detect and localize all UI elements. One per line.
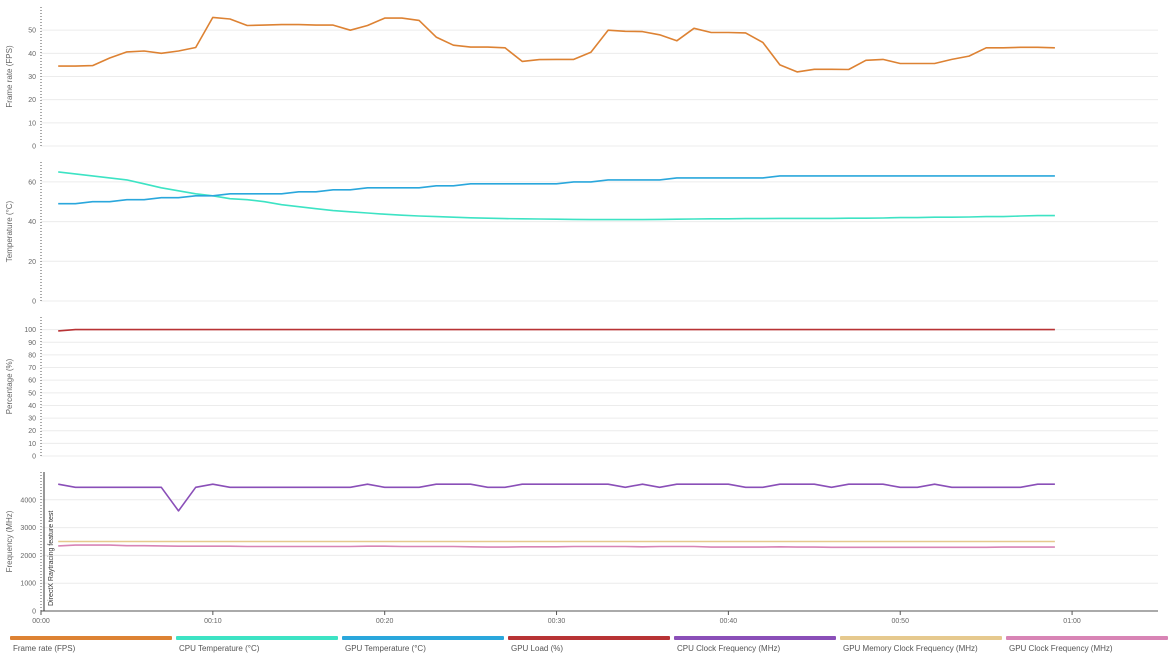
legend-item-gpu-load[interactable]: GPU Load (%)	[508, 636, 670, 662]
y-tick-label: 60	[28, 378, 36, 385]
y-tick-label: 10	[28, 120, 36, 127]
x-tick-label: 00:40	[720, 618, 738, 625]
y-axis-label: Temperature (°C)	[5, 200, 14, 262]
y-tick-label: 1000	[20, 581, 36, 588]
legend-label: Frame rate (FPS)	[13, 644, 76, 653]
legend-label: CPU Temperature (°C)	[179, 644, 260, 653]
y-tick-label: 100	[24, 327, 36, 334]
legend-label: GPU Memory Clock Frequency (MHz)	[843, 644, 978, 653]
y-tick-label: 0	[32, 144, 36, 151]
series-line	[58, 483, 1055, 512]
legend-swatch	[176, 636, 338, 640]
chart-legend: Frame rate (FPS) CPU Temperature (°C) GP…	[10, 636, 1168, 662]
x-tick-label: 00:30	[548, 618, 566, 625]
legend-swatch	[508, 636, 670, 640]
y-tick-label: 20	[28, 259, 36, 266]
legend-label: GPU Clock Frequency (MHz)	[1009, 644, 1113, 653]
legend-item-frame-rate[interactable]: Frame rate (FPS)	[10, 636, 172, 662]
y-tick-label: 2000	[20, 553, 36, 560]
series-line	[58, 175, 1055, 205]
annotation-label: DirectX Raytracing feature test	[48, 511, 55, 606]
series-line	[58, 16, 1055, 73]
legend-swatch	[840, 636, 1002, 640]
legend-swatch	[342, 636, 504, 640]
legend-swatch	[10, 636, 172, 640]
legend-label: GPU Temperature (°C)	[345, 644, 426, 653]
x-tick-label: 00:20	[376, 618, 394, 625]
performance-chart: 0 10 20 30 40 50 Frame rate (FPS) 0 20 40 60 Temper…	[5, 7, 1158, 625]
y-tick-label: 0	[32, 454, 36, 461]
y-tick-label: 20	[28, 428, 36, 435]
y-tick-label: 40	[28, 403, 36, 410]
x-tick-label: 01:00	[1063, 618, 1081, 625]
series-line	[58, 171, 1055, 221]
y-tick-label: 20	[28, 97, 36, 104]
legend-item-gpu-temperature[interactable]: GPU Temperature (°C)	[342, 636, 504, 662]
legend-swatch	[1006, 636, 1168, 640]
legend-item-cpu-clock[interactable]: CPU Clock Frequency (MHz)	[674, 636, 836, 662]
y-tick-label: 30	[28, 416, 36, 423]
y-tick-label: 30	[28, 74, 36, 81]
series-line	[58, 544, 1055, 549]
y-axis-label: Percentage (%)	[5, 358, 14, 414]
y-tick-label: 3000	[20, 525, 36, 532]
legend-item-cpu-temperature[interactable]: CPU Temperature (°C)	[176, 636, 338, 662]
series-line	[58, 328, 1055, 332]
y-tick-label: 60	[28, 179, 36, 186]
x-tick-label: 00:10	[204, 618, 222, 625]
y-tick-label: 90	[28, 340, 36, 347]
y-tick-label: 4000	[20, 497, 36, 504]
y-tick-label: 0	[32, 299, 36, 306]
x-tick-label: 00:00	[32, 618, 50, 625]
y-axis-label: Frequency (MHz)	[5, 510, 14, 572]
legend-item-gpu-memory-clock[interactable]: GPU Memory Clock Frequency (MHz)	[840, 636, 1002, 662]
y-tick-label: 40	[28, 219, 36, 226]
y-tick-label: 0	[32, 609, 36, 616]
legend-item-gpu-clock[interactable]: GPU Clock Frequency (MHz)	[1006, 636, 1168, 662]
y-tick-label: 80	[28, 352, 36, 359]
legend-label: CPU Clock Frequency (MHz)	[677, 644, 781, 653]
y-tick-label: 70	[28, 365, 36, 372]
y-tick-label: 50	[28, 390, 36, 397]
legend-swatch	[674, 636, 836, 640]
y-tick-label: 50	[28, 28, 36, 35]
y-tick-label: 10	[28, 441, 36, 448]
legend-label: GPU Load (%)	[511, 644, 564, 653]
y-tick-label: 40	[28, 51, 36, 58]
x-tick-label: 00:50	[891, 618, 909, 625]
y-axis-label: Frame rate (FPS)	[5, 45, 14, 108]
